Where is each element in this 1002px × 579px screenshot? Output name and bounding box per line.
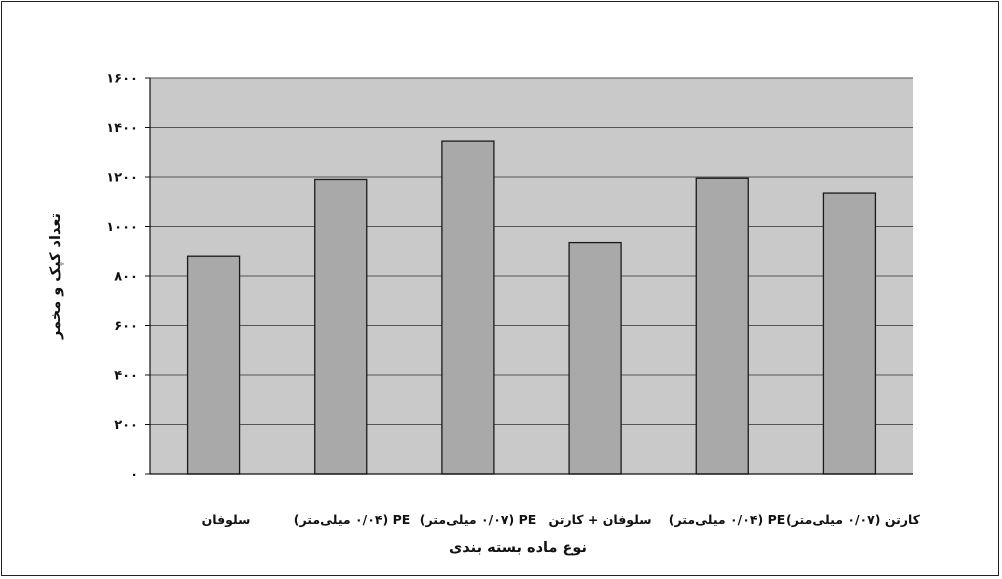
bar bbox=[822, 192, 877, 475]
x-category-labels: سلوفان PE (۰/۰۴ میلی‌متر) PE (۰/۰۷ میلی‌مت… bbox=[202, 512, 921, 527]
bar bbox=[186, 255, 241, 475]
bars bbox=[186, 140, 877, 475]
y-axis-title: تعداد کپک و مخمر bbox=[48, 213, 64, 340]
x-category-label: PE (۰/۰۴ میلی‌متر) bbox=[669, 512, 786, 527]
y-tick-label: ۸۰۰ bbox=[114, 270, 138, 285]
y-tick-label: ۱۰۰۰ bbox=[106, 220, 138, 235]
y-tick-label: ۲۰۰ bbox=[114, 418, 138, 433]
x-category-label: PE (۰/۰۷ میلی‌متر) bbox=[420, 512, 537, 527]
y-tick-labels: ۰ ۲۰۰ ۴۰۰ ۶۰۰ ۸۰۰ ۱۰۰۰ ۱۲۰۰ ۱۴۰۰ ۱۶۰۰ bbox=[106, 72, 138, 483]
x-category-label: سلوفان + کارتن bbox=[548, 512, 651, 527]
y-tick-label: ۱۴۰۰ bbox=[106, 121, 138, 136]
gridlines bbox=[150, 77, 913, 425]
y-tick-label: ۴۰۰ bbox=[114, 369, 138, 384]
x-axis-title: نوع ماده بسته بندی bbox=[449, 540, 587, 556]
y-tick-label: ۶۰۰ bbox=[114, 319, 138, 334]
y-tick-label: ۱۲۰۰ bbox=[106, 171, 138, 186]
x-category-label: PE (۰/۰۴ میلی‌متر) bbox=[294, 512, 411, 527]
bar bbox=[441, 140, 495, 475]
bar bbox=[568, 241, 622, 475]
bar bbox=[695, 177, 749, 475]
axes bbox=[145, 77, 913, 475]
bar bbox=[314, 178, 368, 475]
y-tick-label: ۱۶۰۰ bbox=[106, 72, 138, 87]
y-tick-label: ۰ bbox=[130, 468, 138, 483]
x-category-label: سلوفان bbox=[202, 512, 251, 527]
x-category-label: کارتن (۰/۰۷ میلی‌متر) bbox=[786, 512, 921, 527]
